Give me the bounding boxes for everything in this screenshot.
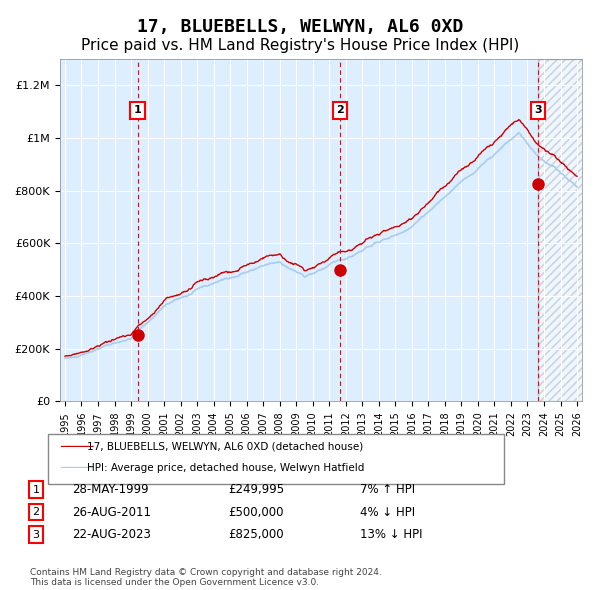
Bar: [538, 59, 586, 401]
Text: 2: 2: [32, 507, 40, 517]
Text: 22-AUG-2023: 22-AUG-2023: [72, 528, 151, 541]
Text: 17, BLUEBELLS, WELWYN, AL6 0XD (detached house): 17, BLUEBELLS, WELWYN, AL6 0XD (detached…: [87, 442, 363, 451]
Text: ────: ────: [60, 440, 94, 454]
Text: 7% ↑ HPI: 7% ↑ HPI: [360, 483, 415, 496]
Text: 1: 1: [32, 485, 40, 494]
Text: £500,000: £500,000: [228, 506, 284, 519]
Text: This data is licensed under the Open Government Licence v3.0.: This data is licensed under the Open Gov…: [30, 578, 319, 587]
Text: 2: 2: [336, 106, 344, 115]
Text: 4% ↓ HPI: 4% ↓ HPI: [360, 506, 415, 519]
Text: Contains HM Land Registry data © Crown copyright and database right 2024.: Contains HM Land Registry data © Crown c…: [30, 568, 382, 577]
Text: 28-MAY-1999: 28-MAY-1999: [72, 483, 149, 496]
Text: 3: 3: [32, 530, 40, 539]
Text: 1: 1: [134, 106, 142, 115]
Text: 17, BLUEBELLS, WELWYN, AL6 0XD: 17, BLUEBELLS, WELWYN, AL6 0XD: [137, 18, 463, 36]
Text: £825,000: £825,000: [228, 528, 284, 541]
Text: 13% ↓ HPI: 13% ↓ HPI: [360, 528, 422, 541]
Text: £249,995: £249,995: [228, 483, 284, 496]
Text: Price paid vs. HM Land Registry's House Price Index (HPI): Price paid vs. HM Land Registry's House …: [81, 38, 519, 53]
Text: ────: ────: [60, 461, 94, 475]
Bar: [538, 59, 586, 401]
Text: 3: 3: [535, 106, 542, 115]
Text: 26-AUG-2011: 26-AUG-2011: [72, 506, 151, 519]
Text: HPI: Average price, detached house, Welwyn Hatfield: HPI: Average price, detached house, Welw…: [87, 463, 364, 473]
